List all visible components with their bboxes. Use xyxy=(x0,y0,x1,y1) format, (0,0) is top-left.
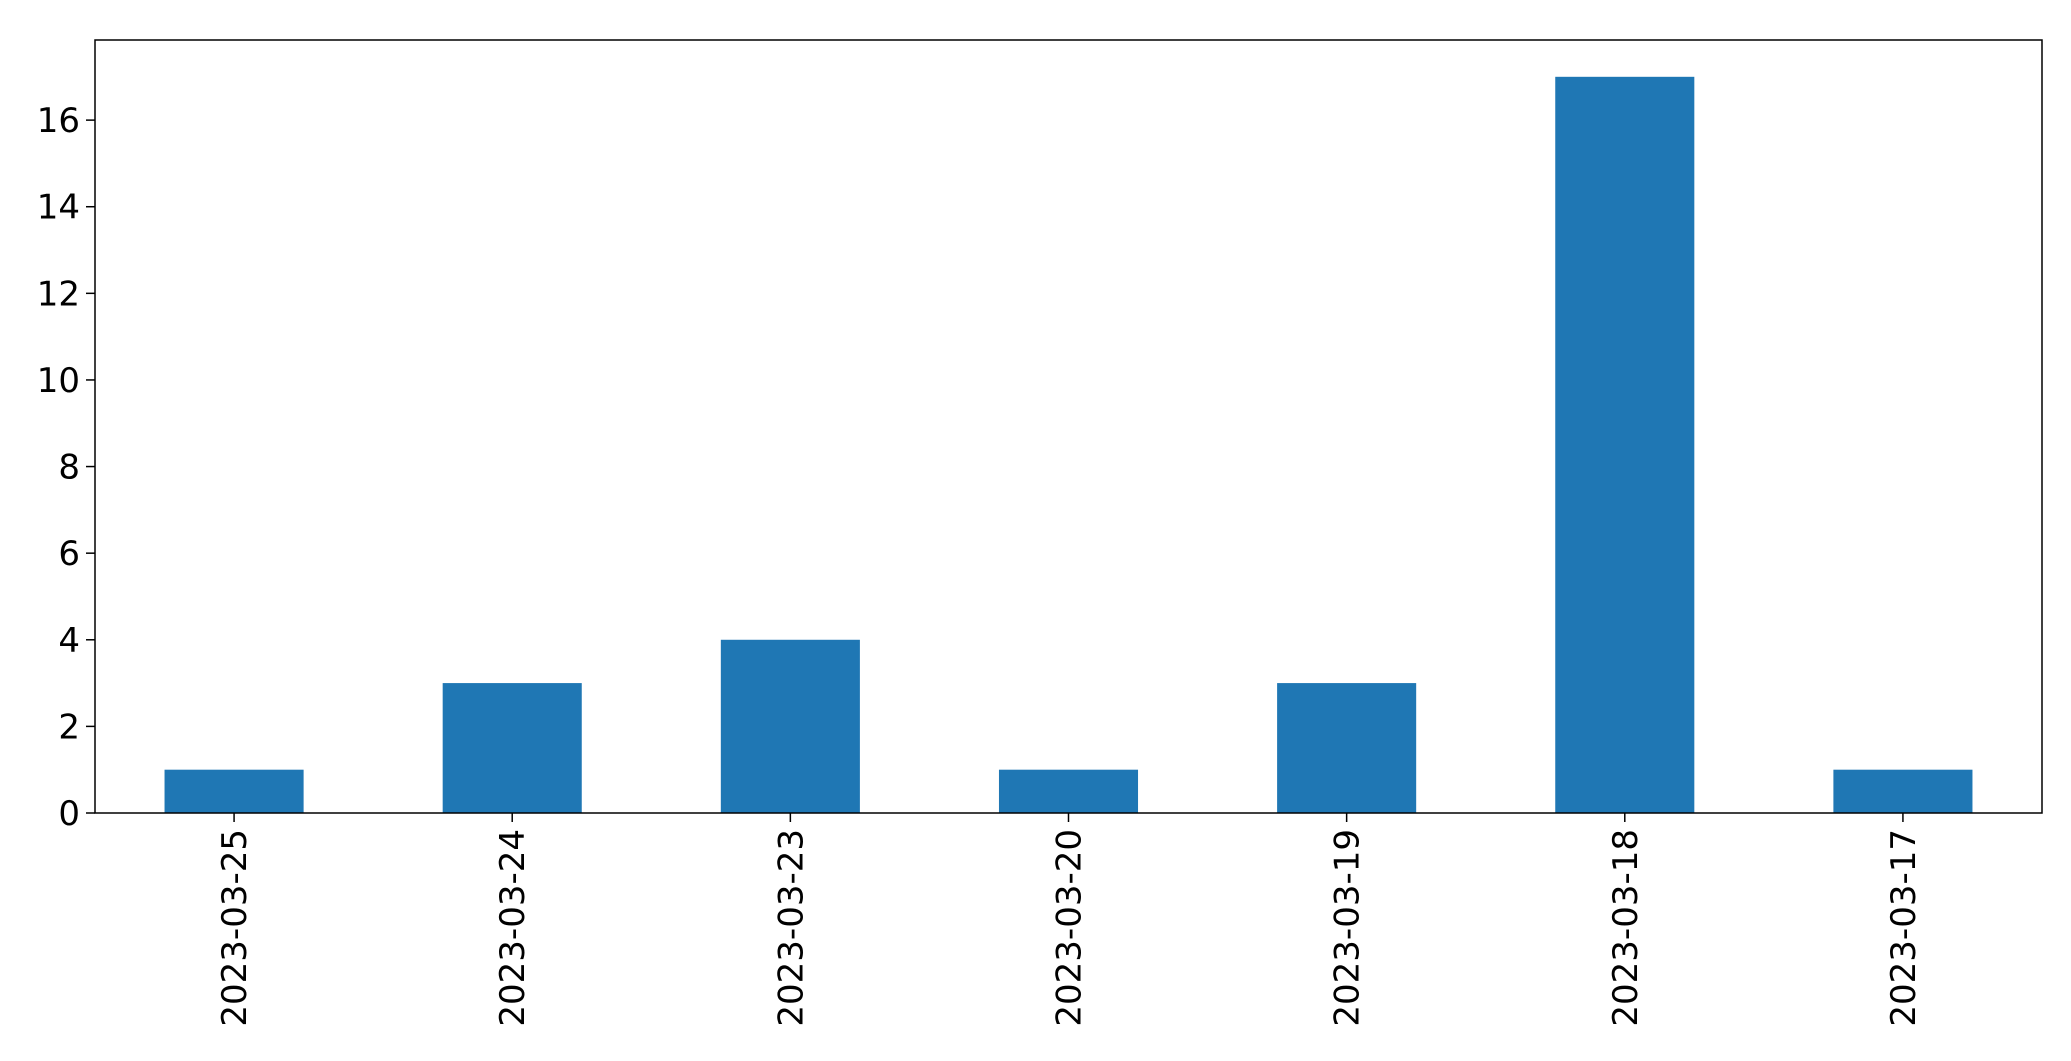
bar-2023-03-17 xyxy=(1833,769,1973,813)
x-tick-label: 2023-03-19 xyxy=(1328,829,1368,1027)
x-tick-label: 2023-03-23 xyxy=(771,829,811,1027)
plot-frame xyxy=(94,39,2043,814)
y-tick-label: 6 xyxy=(58,534,80,574)
y-tick-label: 16 xyxy=(37,101,80,141)
x-tick-label: 2023-03-25 xyxy=(215,829,255,1027)
bars-group xyxy=(164,76,1973,814)
y-axis: 0 2 4 6 8 10 12 14 16 xyxy=(37,101,95,834)
y-tick-label: 0 xyxy=(58,794,80,834)
bar-2023-03-25 xyxy=(164,769,304,813)
y-tick-label: 14 xyxy=(37,188,80,228)
bar-2023-03-20 xyxy=(998,769,1139,813)
x-tick-label: 2023-03-17 xyxy=(1884,829,1924,1027)
bar-2023-03-23 xyxy=(720,639,860,813)
x-axis: 2023-03-25 2023-03-24 2023-03-23 2023-03-20… xyxy=(215,813,1924,1027)
bar-2023-03-19 xyxy=(1277,683,1417,813)
x-tick-label: 2023-03-20 xyxy=(1050,829,1090,1027)
bar-2023-03-18 xyxy=(1555,76,1695,814)
y-tick-label: 2 xyxy=(58,707,80,747)
bar-2023-03-24 xyxy=(442,683,582,813)
y-tick-label: 10 xyxy=(37,361,80,401)
y-tick-label: 8 xyxy=(58,448,80,488)
x-tick-label: 2023-03-18 xyxy=(1606,829,1646,1027)
x-tick-label: 2023-03-24 xyxy=(493,829,533,1027)
y-tick-label: 4 xyxy=(58,621,80,661)
y-tick-label: 12 xyxy=(37,274,80,314)
